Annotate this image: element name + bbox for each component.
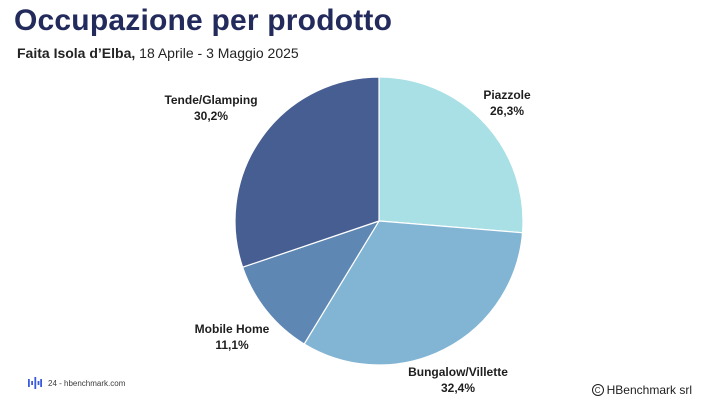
slice-label-piazzole: Piazzole — [483, 88, 531, 102]
copyright-icon: C — [591, 384, 604, 396]
page-title: Occupazione per prodotto — [14, 4, 393, 37]
slice-value-piazzole: 26,3% — [490, 104, 524, 118]
pie-slice-bungalow-villette — [303, 220, 524, 366]
pie-slice-piazzole — [378, 76, 524, 234]
footer-copyright: C HBenchmark srl — [591, 383, 692, 397]
slice-value-tende-glamping: 30,2% — [194, 109, 228, 123]
subtitle-location: Faita Isola d’Elba, — [17, 45, 136, 61]
pie-slice-mobile-home — [241, 219, 381, 345]
copyright-text: HBenchmark srl — [606, 383, 692, 397]
slice-label-bungalow-villette: Bungalow/Villette — [408, 365, 508, 379]
subtitle-dates: 18 Aprile - 3 Maggio 2025 — [135, 45, 299, 61]
slice-value-mobile-home: 11,1% — [215, 338, 249, 352]
footer-page-ref: 24 - hbenchmark.com — [28, 377, 125, 389]
hbenchmark-logo-icon — [28, 377, 42, 389]
slice-label-mobile-home: Mobile Home — [195, 322, 270, 336]
page-subtitle: Faita Isola d’Elba, 18 Aprile - 3 Maggio… — [17, 45, 299, 61]
pie-slice-tende-glamping — [234, 76, 380, 268]
slice-value-bungalow-villette: 32,4% — [441, 381, 475, 395]
footer-page-text: 24 - hbenchmark.com — [48, 378, 126, 388]
slice-label-tende-glamping: Tende/Glamping — [164, 93, 257, 107]
